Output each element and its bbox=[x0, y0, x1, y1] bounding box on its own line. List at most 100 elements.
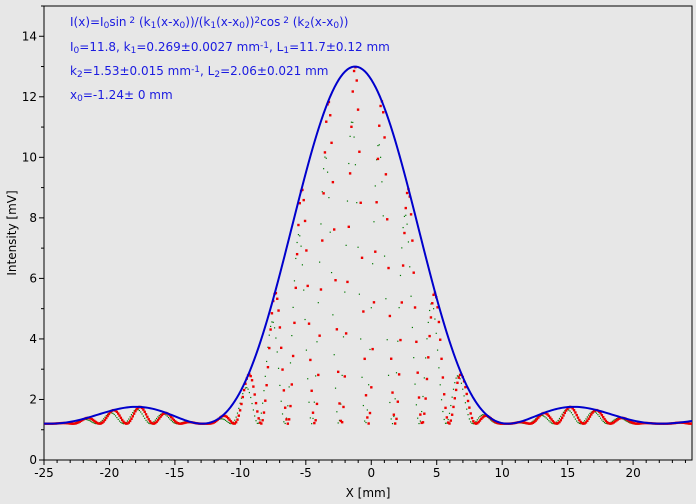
data-point-secondary bbox=[387, 374, 390, 376]
data-point-secondary bbox=[303, 289, 305, 291]
data-point-secondary bbox=[315, 375, 317, 377]
data-point bbox=[289, 404, 292, 408]
data-point bbox=[301, 188, 304, 192]
data-point bbox=[118, 414, 121, 417]
data-point bbox=[421, 421, 425, 424]
data-point bbox=[155, 420, 158, 424]
data-point bbox=[551, 419, 555, 423]
data-point-secondary bbox=[264, 375, 266, 377]
data-point-secondary bbox=[301, 264, 304, 266]
y-tick-label: 4 bbox=[29, 332, 37, 346]
data-point bbox=[348, 172, 352, 175]
data-point bbox=[181, 422, 185, 425]
data-point-secondary bbox=[165, 414, 167, 416]
data-point-secondary bbox=[448, 412, 451, 414]
data-point-secondary bbox=[417, 417, 419, 419]
data-point-secondary bbox=[116, 417, 118, 419]
data-point-secondary bbox=[414, 383, 416, 385]
data-point bbox=[537, 416, 540, 419]
plot-area bbox=[44, 65, 692, 425]
data-point-secondary bbox=[564, 410, 566, 412]
data-point-secondary bbox=[570, 412, 573, 414]
data-point bbox=[128, 419, 132, 423]
data-point bbox=[527, 422, 531, 425]
data-point bbox=[690, 422, 692, 425]
data-point bbox=[383, 136, 386, 139]
data-point bbox=[211, 421, 214, 425]
data-point bbox=[538, 414, 541, 418]
data-point bbox=[340, 420, 344, 424]
data-point bbox=[633, 422, 637, 425]
data-point bbox=[277, 309, 280, 312]
data-point bbox=[562, 414, 565, 417]
formula-line-3: k2=1.53±0.015 mm-1, L2=2.06±0.021 mm bbox=[70, 64, 328, 80]
data-point-secondary bbox=[391, 423, 394, 425]
data-point bbox=[283, 406, 287, 409]
data-point-secondary bbox=[468, 418, 470, 420]
data-point-secondary bbox=[285, 417, 288, 419]
data-point bbox=[586, 419, 589, 423]
data-point-secondary bbox=[611, 420, 614, 422]
data-point bbox=[425, 377, 429, 381]
formula-part: =11.7±0.12 mm bbox=[289, 40, 390, 54]
data-point-secondary bbox=[572, 414, 574, 416]
data-point-secondary bbox=[479, 415, 481, 418]
data-point bbox=[119, 416, 123, 420]
data-point bbox=[321, 239, 324, 242]
data-point-secondary bbox=[281, 413, 284, 415]
data-point-secondary bbox=[341, 374, 343, 376]
data-point-secondary bbox=[169, 418, 171, 420]
data-point bbox=[91, 418, 95, 422]
data-point-secondary bbox=[589, 412, 591, 415]
data-point bbox=[282, 389, 286, 392]
data-point bbox=[124, 422, 128, 425]
data-point bbox=[452, 405, 455, 409]
data-point bbox=[631, 421, 634, 424]
data-point bbox=[481, 416, 484, 419]
data-point-secondary bbox=[266, 360, 268, 363]
x-tick-label: -10 bbox=[231, 466, 251, 480]
data-point bbox=[533, 420, 536, 424]
formula-part: 0 bbox=[239, 21, 245, 31]
data-point-secondary bbox=[166, 415, 168, 417]
data-point-secondary bbox=[259, 419, 261, 421]
data-point-secondary bbox=[324, 156, 326, 158]
formula-part: =2.06±0.021 mm bbox=[220, 64, 328, 78]
data-point-secondary bbox=[101, 419, 103, 421]
data-point bbox=[584, 421, 588, 424]
data-point bbox=[172, 418, 176, 422]
data-point bbox=[249, 374, 252, 378]
data-point-secondary bbox=[434, 318, 436, 320]
data-point bbox=[545, 412, 548, 415]
data-point bbox=[412, 271, 415, 274]
data-point-secondary bbox=[454, 382, 456, 384]
data-point bbox=[432, 293, 435, 297]
data-point bbox=[152, 422, 156, 425]
data-point-secondary bbox=[610, 421, 612, 423]
data-point bbox=[98, 422, 101, 425]
data-point bbox=[130, 417, 133, 420]
data-point-secondary bbox=[304, 318, 306, 321]
data-point bbox=[278, 326, 282, 329]
data-point-secondary bbox=[413, 357, 415, 359]
data-point bbox=[603, 417, 606, 421]
data-point-secondary bbox=[625, 420, 627, 422]
data-point bbox=[395, 417, 398, 421]
data-point-secondary bbox=[405, 214, 407, 216]
data-point bbox=[688, 422, 691, 425]
data-point-secondary bbox=[462, 388, 464, 390]
data-point bbox=[549, 416, 552, 419]
data-point-secondary bbox=[171, 421, 174, 423]
data-point bbox=[183, 421, 186, 425]
y-tick-label: 10 bbox=[22, 150, 37, 164]
data-point-secondary bbox=[141, 413, 143, 415]
data-point bbox=[162, 412, 165, 416]
data-point-secondary bbox=[137, 408, 139, 411]
data-point bbox=[150, 421, 153, 424]
data-point bbox=[238, 409, 242, 412]
data-point-secondary bbox=[452, 388, 455, 390]
data-point bbox=[362, 310, 365, 313]
data-point bbox=[132, 412, 136, 415]
data-point-secondary bbox=[459, 378, 461, 380]
